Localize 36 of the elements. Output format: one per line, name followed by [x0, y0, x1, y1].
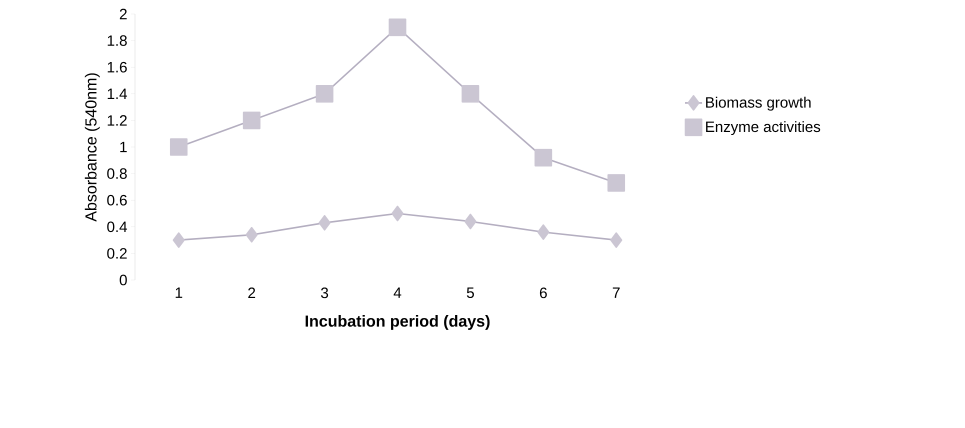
- point: [610, 232, 622, 248]
- x-tick-label: 3: [320, 288, 328, 298]
- y-tick-label: 0.8: [107, 168, 127, 179]
- point: [391, 206, 404, 222]
- y-tick-label: 1.4: [108, 88, 128, 99]
- point: [316, 84, 334, 103]
- x-tick-label: 6: [540, 288, 547, 298]
- y-tick-label: 1.2: [108, 115, 127, 126]
- legend-label: Enzyme activities: [706, 121, 820, 136]
- x-tick-label: 1: [176, 288, 182, 298]
- point: [318, 215, 331, 231]
- y-tick-label: 0: [120, 274, 127, 286]
- point: [170, 138, 188, 156]
- y-axis-title: Absorbance (540nm): [84, 73, 100, 222]
- y-tick-label: 0.2: [107, 248, 127, 259]
- y-tick-label: 2: [120, 8, 127, 20]
- point: [246, 226, 258, 243]
- point: [388, 18, 406, 36]
- x-axis-title: Incubation period (days): [306, 315, 490, 330]
- point: [462, 84, 480, 103]
- point: [242, 112, 260, 130]
- x-tick-label: 5: [466, 288, 474, 298]
- y-tick-label: 1.6: [108, 62, 127, 73]
- x-tick-label: 2: [248, 288, 256, 298]
- y-tick-label: 0.4: [107, 221, 128, 232]
- x-tick-label: 7: [612, 288, 620, 298]
- x-tick-label: 4: [394, 288, 402, 298]
- point: [607, 174, 626, 192]
- y-tick-label: 1.8: [108, 35, 127, 46]
- point: [534, 148, 552, 166]
- point: [172, 232, 185, 248]
- point: [464, 214, 476, 230]
- point: [537, 224, 550, 240]
- y-tick-label: 0.6: [107, 194, 127, 206]
- legend-label: Biomass growth: [706, 96, 811, 111]
- y-tick-label: 1: [120, 142, 127, 152]
